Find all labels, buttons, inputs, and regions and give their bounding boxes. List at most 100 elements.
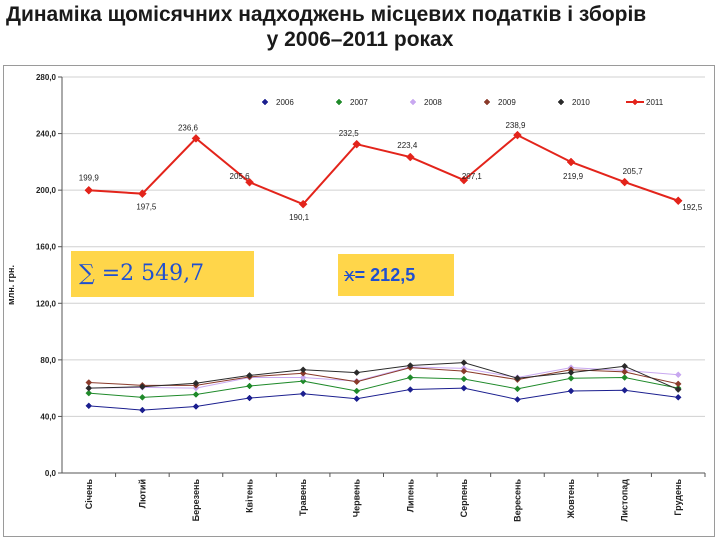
legend-marker-2011 [631,98,639,106]
legend-label-2006: 2006 [276,98,294,107]
x-tick-label: Червень [352,479,362,518]
series-line-2010 [88,362,679,391]
y-tick-label: 240,0 [36,130,57,139]
mean-annotation: x= 212,5 [338,254,454,296]
data-point-2010 [514,374,521,382]
legend-label-2011: 2011 [646,98,664,107]
data-point-2010 [246,372,253,379]
y-tick-label: 200,0 [36,186,57,195]
data-point-2006 [406,386,414,393]
y-tick-label: 40,0 [40,412,56,421]
y-axis-title: млн. грн. [6,265,16,305]
series-line-2011 [88,133,679,206]
legend-label-2008: 2008 [424,98,442,107]
data-point-2010 [85,384,93,392]
data-point-2006 [621,386,628,394]
x-tick-label: Листопад [620,479,630,522]
data-label: 236,6 [178,123,199,132]
data-label: 192,5 [682,203,703,212]
series-line-2008 [88,366,679,389]
legend-label-2007: 2007 [350,98,368,107]
legend-marker-2009 [483,98,491,106]
y-tick-label: 120,0 [36,299,57,308]
data-point-2007 [353,387,361,395]
data-label: 197,5 [136,203,157,212]
x-tick-label: Травень [298,479,308,517]
data-point-2011 [673,196,683,206]
data-label: 207,1 [462,172,483,181]
data-point-2011 [566,157,576,167]
x-tick-label: Липень [405,479,415,513]
data-label: 205,7 [623,167,644,176]
data-point-2011 [352,139,362,149]
data-point-2007 [192,391,200,398]
data-point-2007 [85,389,93,397]
x-tick-label: Січень [84,479,94,510]
data-label: 219,9 [563,172,584,181]
data-label: 205,6 [230,172,251,181]
legend-label-2010: 2010 [572,98,590,107]
data-point-2006 [299,390,307,398]
title-line-2: у 2006–2011 роках [266,28,454,51]
data-point-2006 [460,384,468,392]
mean-value: = 212,5 [354,265,416,285]
legend-marker-2006 [261,98,269,106]
data-point-2011 [298,199,308,209]
x-tick-label: Квітень [245,479,255,513]
data-label: 238,9 [505,121,526,130]
series-line-2007 [88,377,679,398]
data-point-2011 [84,185,94,195]
y-tick-label: 0,0 [45,469,57,478]
legend-marker-2010 [557,98,565,106]
data-point-2006 [567,387,575,395]
title-line-1: Динаміка щомісячних надходжень місцевих … [6,3,647,26]
data-point-2007 [246,382,253,390]
data-label: 199,9 [79,173,100,182]
series-line-2006 [88,387,679,411]
data-point-2010 [192,379,200,387]
data-point-2009 [299,369,307,377]
x-tick-label: Березень [191,479,201,522]
data-point-2011 [459,175,469,185]
y-tick-label: 80,0 [40,356,56,365]
sum-annotation: ∑ =2 549,7 [71,251,254,297]
data-point-2010 [299,366,307,374]
x-tick-label: Лютий [137,479,147,508]
data-point-2011 [191,134,201,143]
data-point-2010 [353,369,361,376]
y-tick-label: 160,0 [36,243,57,252]
data-point-2009 [460,367,468,375]
x-tick-label: Грудень [673,479,683,516]
x-tick-label: Вересень [512,479,522,522]
x-tick-label: Серпень [459,479,469,518]
data-point-2006 [674,393,682,401]
data-point-2007 [567,374,575,382]
data-point-2007 [621,374,628,381]
data-point-2007 [299,377,307,385]
data-label: 223,4 [397,141,418,150]
data-point-2011 [138,189,147,199]
x-tick-label: Жовтень [566,479,576,520]
data-point-2010 [567,369,575,376]
chart-frame [3,65,715,537]
data-point-2010 [674,386,682,393]
data-point-2008 [299,374,307,381]
data-point-2010 [139,383,146,391]
data-point-2010 [621,362,628,370]
y-tick-label: 280,0 [36,73,57,82]
data-point-2010 [406,362,414,369]
data-point-2011 [405,152,415,162]
data-label: 232,5 [339,129,360,138]
data-point-2006 [139,406,146,414]
data-point-2006 [246,394,253,402]
data-point-2008 [674,371,682,379]
data-point-2011 [620,177,629,187]
data-point-2006 [192,403,200,410]
data-point-2007 [139,393,146,401]
data-point-2007 [460,375,468,383]
data-point-2007 [514,385,521,393]
data-point-2007 [406,374,414,381]
data-point-2011 [513,130,522,140]
legend-marker-2008 [409,98,417,106]
